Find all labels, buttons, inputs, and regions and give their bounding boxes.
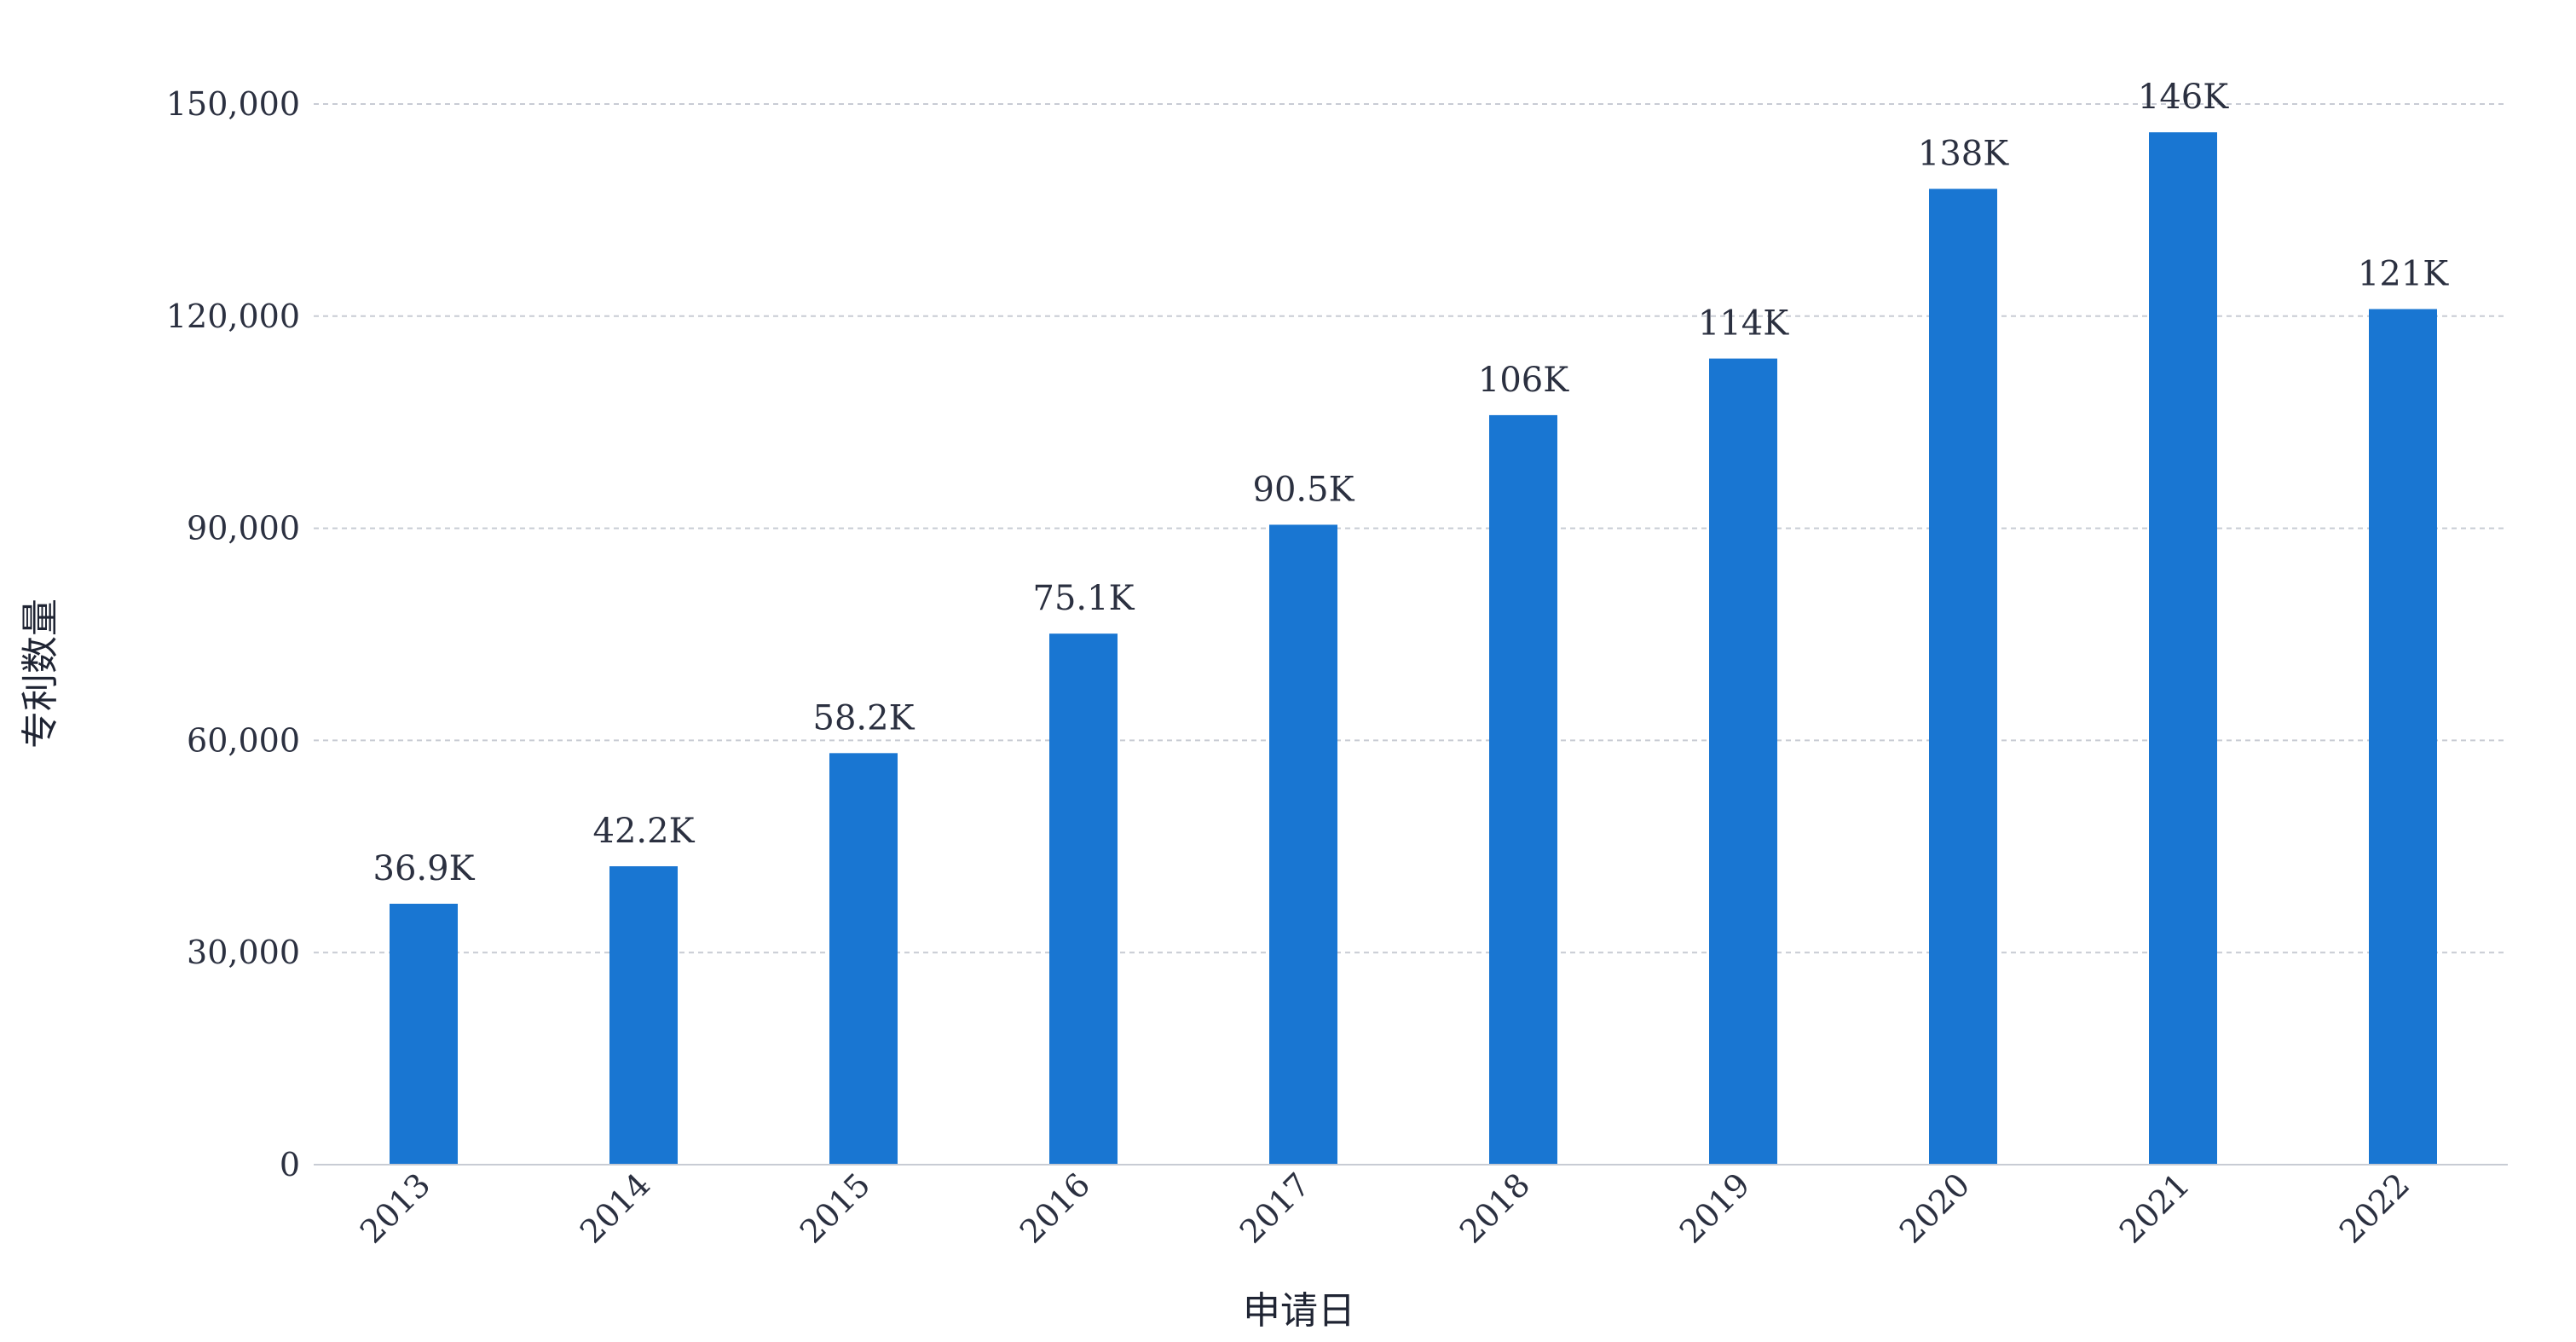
y-tick-label: 150,000 bbox=[166, 85, 300, 123]
gridlines bbox=[314, 103, 2508, 954]
bars bbox=[390, 132, 2437, 1165]
x-tick-label: 2013 bbox=[353, 1166, 438, 1251]
data-label-2018: 106K bbox=[1478, 361, 1569, 400]
bar-2017[interactable] bbox=[1269, 524, 1337, 1165]
bar-2013[interactable] bbox=[390, 903, 458, 1165]
data-label-2020: 138K bbox=[1918, 135, 2009, 174]
y-tick-label: 60,000 bbox=[187, 721, 300, 759]
data-label-2019: 114K bbox=[1698, 304, 1789, 344]
bar-2021[interactable] bbox=[2149, 132, 2217, 1165]
y-tick-label: 120,000 bbox=[166, 298, 300, 335]
data-label-2016: 75.1K bbox=[1033, 579, 1135, 618]
bar-2015[interactable] bbox=[829, 753, 898, 1165]
x-axis-ticks: 2013 2014 2015 2016 2017 2018 2019 2020 2021 2022 bbox=[353, 1166, 2417, 1251]
bar-2016[interactable] bbox=[1049, 633, 1118, 1165]
y-tick-label: 90,000 bbox=[187, 510, 300, 547]
x-tick-label: 2019 bbox=[1672, 1166, 1758, 1251]
y-axis-title: 专利数量 bbox=[19, 599, 62, 749]
bar-2022[interactable] bbox=[2369, 309, 2437, 1165]
x-tick-label: 2014 bbox=[573, 1166, 658, 1251]
data-label-2022: 121K bbox=[2358, 255, 2449, 294]
x-tick-label: 2016 bbox=[1013, 1166, 1098, 1251]
y-tick-label: 30,000 bbox=[187, 934, 300, 971]
x-tick-label: 2017 bbox=[1233, 1166, 1318, 1251]
data-label-2013: 36.9K bbox=[373, 849, 476, 888]
bar-2019[interactable] bbox=[1709, 358, 1777, 1165]
data-label-2021: 146K bbox=[2138, 78, 2229, 117]
x-tick-label: 2022 bbox=[2332, 1166, 2417, 1251]
x-tick-label: 2020 bbox=[1892, 1166, 1978, 1251]
x-tick-label: 2015 bbox=[793, 1166, 878, 1251]
y-axis-ticks: 0 30,000 60,000 90,000 120,000 150,000 bbox=[166, 85, 300, 1183]
data-label-2017: 90.5K bbox=[1253, 470, 1355, 509]
data-label-2015: 58.2K bbox=[813, 698, 915, 738]
y-tick-label: 0 bbox=[280, 1146, 300, 1183]
x-axis-title: 申请日 bbox=[1243, 1289, 1355, 1333]
x-tick-label: 2021 bbox=[2112, 1166, 2198, 1251]
bar-2014[interactable] bbox=[609, 866, 678, 1165]
bar-2020[interactable] bbox=[1929, 188, 1997, 1165]
data-labels: 36.9K 42.2K 58.2K 75.1K 90.5K 106K 114K 138K 146… bbox=[373, 78, 2450, 888]
bar-2018[interactable] bbox=[1489, 414, 1557, 1165]
data-label-2014: 42.2K bbox=[593, 812, 696, 851]
x-tick-label: 2018 bbox=[1453, 1166, 1538, 1251]
